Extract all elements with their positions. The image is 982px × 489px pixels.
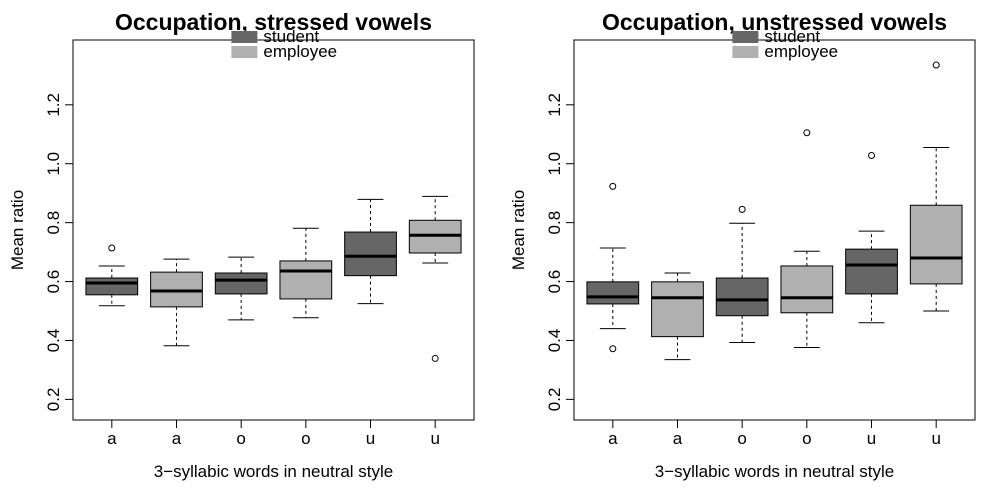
x-tick-label: a: [107, 429, 117, 448]
x-tick-label: a: [172, 429, 182, 448]
x-axis-label: 3−syllabic words in neutral style: [154, 462, 394, 481]
legend-swatch: [732, 46, 759, 58]
box: [845, 248, 898, 295]
chart-title: Occupation, unstressed vowels: [602, 9, 947, 35]
y-tick-label: 0.6: [44, 270, 63, 294]
y-tick-label: 1.0: [545, 152, 564, 176]
outlier: [609, 182, 617, 190]
legend-label: student: [764, 27, 820, 46]
chart: Occupation, unstressed vowels 3−syllabic …: [509, 9, 976, 481]
y-axis-label: Mean ratio: [8, 190, 27, 270]
y-tick-label: 0.2: [44, 388, 63, 412]
chart-title: Occupation, stressed vowels: [115, 9, 432, 35]
box: [85, 277, 139, 296]
y-axis-label: Mean ratio: [509, 190, 528, 270]
y-tick-label: 0.8: [44, 211, 63, 235]
y-tick-label: 0.8: [545, 211, 564, 235]
outlier: [868, 151, 876, 159]
outlier: [932, 61, 940, 69]
legend-label: student: [263, 27, 319, 46]
x-axis-label: 3−syllabic words in neutral style: [655, 462, 895, 481]
y-tick-label: 0.4: [44, 329, 63, 353]
legend-swatch: [231, 46, 258, 58]
x-tick-label: u: [931, 429, 940, 448]
box: [780, 265, 834, 314]
x-tick-label: o: [236, 429, 245, 448]
legend-swatch: [732, 31, 759, 43]
box: [214, 272, 268, 295]
y-tick-label: 1.2: [44, 93, 63, 117]
y-tick-label: 0.4: [545, 329, 564, 353]
y-tick-label: 0.6: [545, 270, 564, 294]
x-tick-label: u: [430, 429, 439, 448]
plot-frame: [72, 39, 475, 421]
outlier: [431, 354, 439, 362]
x-tick-label: u: [867, 429, 876, 448]
x-tick-label: o: [301, 429, 310, 448]
x-tick-label: a: [673, 429, 683, 448]
box: [715, 277, 769, 317]
box: [909, 204, 963, 285]
outlier: [803, 129, 811, 137]
x-tick-label: o: [802, 429, 811, 448]
x-tick-label: u: [366, 429, 375, 448]
y-tick-label: 1.2: [545, 93, 564, 117]
outlier: [738, 205, 746, 213]
box: [344, 231, 397, 277]
chart: Occupation, stressed vowels 3−syllabic wo…: [8, 9, 475, 481]
y-tick-label: 0.2: [545, 388, 564, 412]
outlier: [108, 244, 116, 252]
box: [586, 281, 640, 305]
x-tick-label: o: [737, 429, 746, 448]
legend-label: employee: [263, 42, 337, 61]
x-tick-label: a: [608, 429, 618, 448]
outlier: [609, 345, 617, 353]
box: [651, 281, 704, 338]
legend-swatch: [231, 31, 258, 43]
legend-label: employee: [764, 42, 838, 61]
y-tick-label: 1.0: [44, 152, 63, 176]
plot-frame: [573, 39, 976, 421]
box: [279, 260, 333, 300]
